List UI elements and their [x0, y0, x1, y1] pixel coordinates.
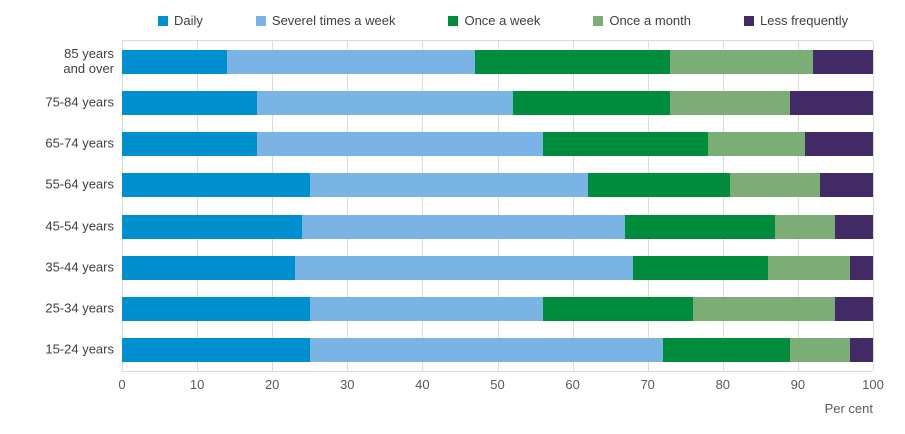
legend-swatch	[593, 15, 604, 26]
y-axis-label: 65-74 years	[45, 135, 114, 151]
gridline	[122, 41, 123, 371]
gridline	[572, 41, 574, 371]
bar-segment	[767, 255, 851, 280]
bar-segment	[662, 338, 791, 363]
x-axis-tick-label: 90	[790, 377, 806, 392]
bar-segment	[122, 255, 295, 280]
bar-segment	[512, 90, 671, 115]
y-axis-label: 85 years and over	[63, 45, 114, 76]
legend-swatch	[255, 15, 266, 26]
bar-segment	[302, 214, 626, 239]
legend-swatch	[448, 15, 459, 26]
bar-segment	[625, 214, 776, 239]
bar-segment	[309, 173, 588, 198]
bar-segment	[227, 49, 475, 74]
bar-segment	[257, 132, 543, 157]
gridline	[347, 41, 349, 371]
gridline	[722, 41, 724, 371]
legend-item: Less frequently	[744, 13, 848, 28]
legend-swatch	[158, 15, 168, 26]
y-axis-labels: 85 years and over 75-84 years 65-74 years 5…	[0, 40, 114, 370]
legend: Daily Severel times a week Once a week Once…	[158, 13, 848, 28]
bar-row	[122, 90, 873, 115]
bar-row	[122, 214, 873, 239]
bar-segment	[850, 255, 873, 280]
y-axis-label: 35-44 years	[45, 259, 114, 275]
bar-segment	[587, 173, 731, 198]
legend-label: Less frequently	[760, 13, 849, 28]
bar-row	[122, 255, 873, 280]
bar-segment	[820, 173, 873, 198]
bar-segment	[835, 214, 873, 239]
bar-segment	[692, 297, 836, 322]
x-axis-title: Per cent	[824, 401, 873, 416]
y-axis-label: 75-84 years	[45, 94, 114, 110]
bar-segment	[309, 297, 543, 322]
legend-label: Once a week	[464, 13, 541, 28]
x-axis-tick-label: 10	[189, 377, 205, 392]
bar-segment	[850, 338, 873, 363]
x-axis-tick-label: 70	[640, 377, 655, 392]
legend-item: Daily	[158, 13, 203, 28]
bar-segment	[812, 49, 873, 74]
bar-segment	[707, 132, 806, 157]
gridline	[272, 41, 274, 371]
bar-segment	[632, 255, 768, 280]
bar-segment	[122, 297, 310, 322]
gridline	[797, 41, 799, 371]
bar-segment	[474, 49, 671, 74]
y-axis-label: 15-24 years	[45, 341, 114, 357]
bar-segment	[122, 132, 258, 157]
bar-segment	[294, 255, 633, 280]
x-axis-tick-label: 30	[340, 377, 355, 392]
bar-segment	[309, 338, 663, 363]
bar-segment	[805, 132, 873, 157]
bar-segment	[122, 49, 228, 74]
legend-label: Severel times a week	[271, 13, 396, 28]
x-axis-tick-label: 50	[490, 377, 505, 392]
x-axis-tick-label: 40	[415, 377, 430, 392]
x-axis-tick-label: 20	[264, 377, 280, 392]
x-axis-tick-label: 100	[862, 377, 884, 392]
bar-segment	[122, 173, 310, 198]
bar-segment	[775, 214, 836, 239]
x-axis-tick-labels: 0 10 20 30 40 50 60 70 80 90 100	[118, 377, 883, 393]
x-axis-tick-label: 0	[118, 377, 126, 392]
bar-segment	[670, 49, 813, 74]
x-axis-tick-label: 60	[565, 377, 580, 392]
gridline	[422, 41, 424, 371]
bar-segment	[790, 90, 873, 115]
gridline	[873, 41, 874, 371]
legend-swatch	[744, 15, 754, 26]
gridline	[497, 41, 499, 371]
plot-area	[122, 40, 874, 372]
bar-row	[122, 132, 873, 157]
legend-item: Once a week	[448, 13, 540, 28]
bar-segment	[122, 214, 303, 239]
bar-segment	[835, 297, 873, 322]
bar-segment	[122, 90, 258, 115]
x-axis-tick-label: 80	[715, 377, 731, 392]
y-axis-label: 55-64 years	[45, 176, 114, 192]
bar-row	[122, 173, 873, 198]
bar-row	[122, 49, 873, 74]
bar-segment	[730, 173, 821, 198]
bar-row	[122, 338, 873, 363]
bar-segment	[542, 297, 693, 322]
bar-segment	[790, 338, 851, 363]
bar-row	[122, 297, 873, 322]
legend-item: Once a month	[593, 13, 691, 28]
y-axis-label: 45-54 years	[45, 218, 114, 234]
legend-label: Daily	[174, 13, 203, 28]
bar-segment	[542, 132, 708, 157]
y-axis-label: 25-34 years	[45, 300, 114, 316]
gridline	[197, 41, 199, 371]
bar-segment	[122, 338, 310, 363]
legend-label: Once a month	[609, 13, 691, 28]
legend-item: Severel times a week	[255, 13, 396, 28]
bar-segment	[257, 90, 513, 115]
bar-segment	[670, 90, 791, 115]
gridline	[647, 41, 649, 371]
